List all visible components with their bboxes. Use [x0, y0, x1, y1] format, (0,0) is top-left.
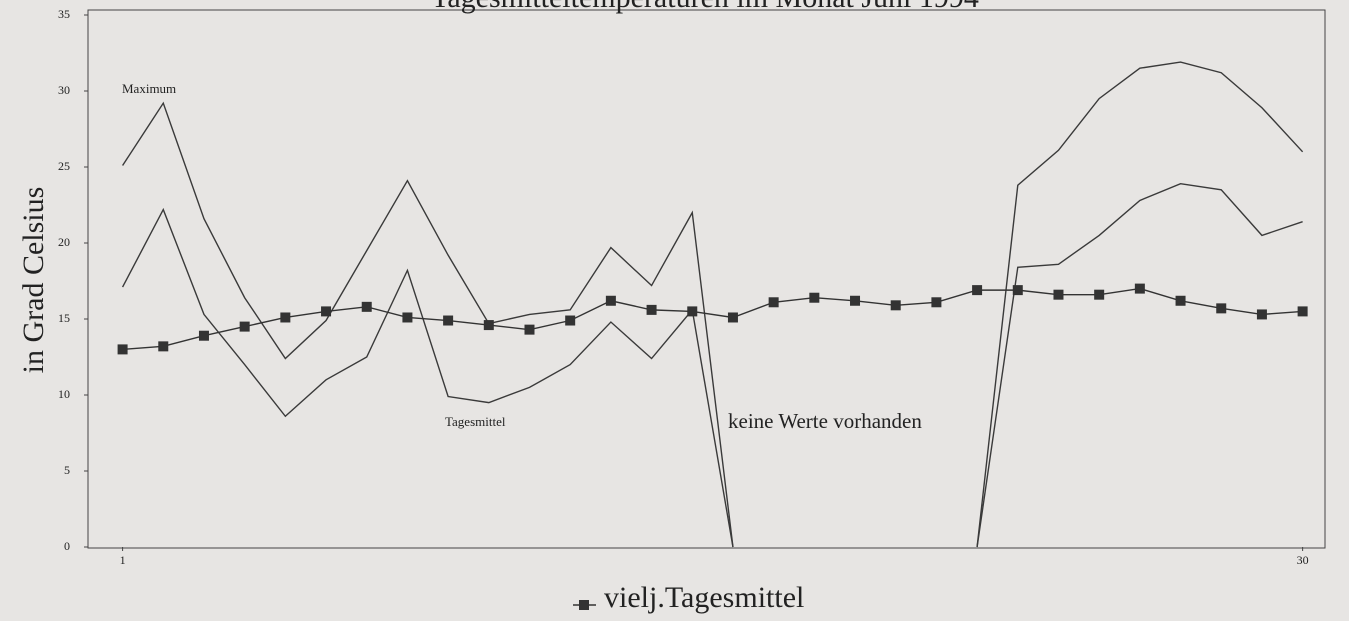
marker	[158, 341, 169, 352]
y-tick-label: 35	[58, 7, 70, 21]
x-tick-label: 1	[120, 553, 126, 567]
series-line	[122, 101, 734, 548]
y-tick-label: 20	[58, 235, 70, 249]
marker	[524, 324, 535, 335]
marker	[321, 306, 332, 317]
x-tick-label: 30	[1297, 553, 1309, 567]
marker	[1297, 306, 1308, 317]
marker	[1134, 283, 1145, 294]
y-axis-label: in Grad Celsius	[17, 187, 50, 374]
marker	[890, 300, 901, 311]
marker	[1053, 289, 1064, 300]
marker	[443, 315, 454, 326]
series-line	[122, 287, 1303, 351]
marker	[1216, 303, 1227, 314]
marker	[239, 321, 250, 332]
marker	[483, 320, 494, 331]
marker	[687, 306, 698, 317]
y-tick-label: 15	[58, 311, 70, 325]
marker	[402, 312, 413, 323]
marker	[768, 297, 779, 308]
marker	[605, 295, 616, 306]
y-tick-label: 25	[58, 159, 70, 173]
marker	[646, 304, 657, 315]
marker	[972, 285, 983, 296]
y-tick-label: 30	[58, 83, 70, 97]
marker	[809, 292, 820, 303]
marker	[198, 330, 209, 341]
y-tick-label: 5	[64, 463, 70, 477]
series-label: Maximum	[122, 81, 176, 96]
marker	[1256, 309, 1267, 320]
series-label: Tagesmittel	[445, 414, 506, 429]
marker	[1094, 289, 1105, 300]
marker	[1175, 295, 1186, 306]
plot-frame	[87, 9, 1326, 549]
marker	[361, 301, 372, 312]
marker	[565, 315, 576, 326]
series-line	[976, 61, 1304, 548]
marker	[931, 297, 942, 308]
marker	[280, 312, 291, 323]
y-tick-label: 0	[64, 539, 70, 553]
series-line	[121, 207, 734, 548]
chart-title: Tagesmitteltemperaturen im Monat Juni 19…	[431, 0, 979, 14]
legend-marker	[579, 600, 589, 610]
legend-label: vielj.Tagesmittel	[604, 581, 804, 614]
series-line	[976, 182, 1303, 548]
y-tick-label: 10	[58, 387, 70, 401]
annotation: keine Werte vorhanden	[728, 409, 922, 433]
marker	[850, 295, 861, 306]
marker	[1012, 285, 1023, 296]
marker	[117, 344, 128, 355]
marker	[727, 312, 738, 323]
